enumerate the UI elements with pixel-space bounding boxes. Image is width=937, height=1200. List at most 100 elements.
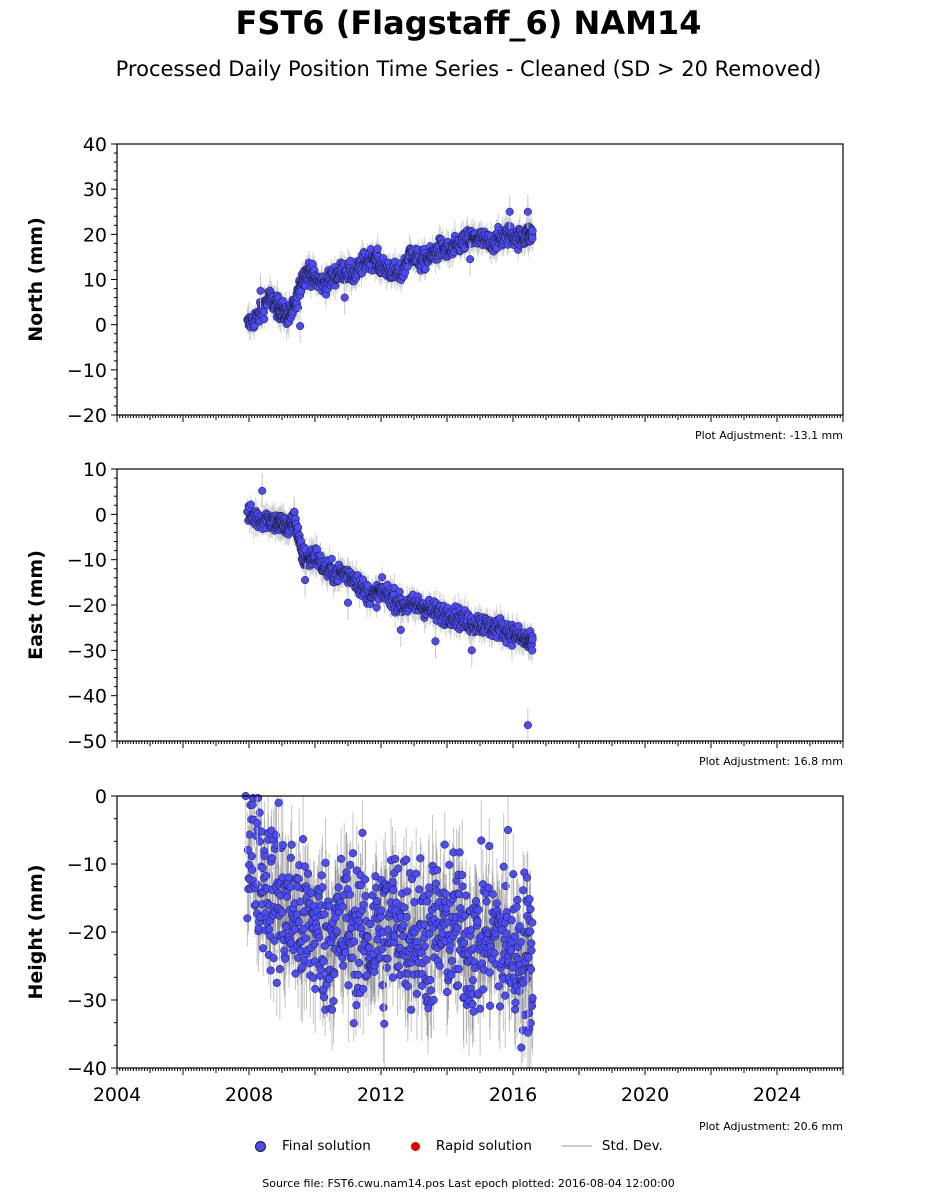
final-point bbox=[260, 315, 269, 324]
final-point bbox=[275, 965, 284, 974]
final-point bbox=[346, 256, 355, 265]
final-point bbox=[281, 954, 290, 963]
final-point bbox=[272, 978, 281, 987]
final-point bbox=[320, 941, 329, 950]
final-point bbox=[270, 936, 279, 945]
final-point bbox=[334, 883, 343, 892]
final-point bbox=[296, 321, 305, 331]
final-point bbox=[254, 924, 263, 933]
final-point bbox=[303, 869, 313, 878]
final-point bbox=[283, 892, 292, 901]
final-point bbox=[321, 858, 330, 867]
final-point bbox=[296, 897, 305, 906]
final-point bbox=[346, 860, 355, 869]
final-point bbox=[243, 914, 252, 923]
final-point bbox=[523, 721, 532, 730]
axes-frame bbox=[116, 143, 844, 416]
final-point bbox=[246, 500, 255, 509]
final-point bbox=[293, 523, 303, 532]
final-point bbox=[265, 925, 274, 934]
y-tick-label: −20 bbox=[67, 595, 107, 617]
final-point bbox=[378, 573, 387, 582]
final-point bbox=[252, 880, 261, 889]
final-point bbox=[325, 974, 334, 984]
final-point bbox=[528, 635, 537, 644]
y-tick-label: −40 bbox=[67, 686, 107, 708]
final-point bbox=[372, 603, 381, 612]
page-subtitle: Processed Daily Position Time Series - C… bbox=[115, 57, 822, 81]
y-tick-label: 40 bbox=[83, 134, 107, 156]
final-point bbox=[287, 840, 296, 849]
final-point bbox=[245, 830, 254, 839]
y-axis-label: North (mm) bbox=[25, 217, 47, 342]
final-point bbox=[528, 646, 537, 655]
final-point bbox=[260, 852, 269, 861]
final-point bbox=[266, 966, 275, 975]
final-point bbox=[299, 835, 308, 844]
final-point bbox=[310, 939, 319, 949]
final-point bbox=[253, 793, 263, 803]
final-point bbox=[262, 871, 271, 880]
final-point bbox=[395, 587, 404, 596]
final-point bbox=[317, 871, 326, 880]
final-point bbox=[331, 913, 340, 922]
axes-frame bbox=[116, 468, 844, 742]
final-point bbox=[528, 234, 537, 243]
final-point bbox=[318, 883, 327, 892]
final-point bbox=[255, 837, 265, 846]
y-tick-label: −20 bbox=[67, 405, 107, 427]
final-point bbox=[309, 973, 318, 982]
final-point bbox=[258, 486, 267, 495]
final-point bbox=[259, 944, 268, 953]
final-point bbox=[286, 883, 295, 892]
final-point bbox=[329, 997, 338, 1006]
final-point bbox=[327, 554, 336, 563]
final-point bbox=[269, 954, 278, 963]
final-point bbox=[300, 862, 310, 871]
final-point bbox=[319, 957, 328, 966]
final-point bbox=[514, 622, 523, 631]
final-point bbox=[330, 969, 339, 979]
final-point bbox=[348, 849, 358, 858]
y-tick-label: 10 bbox=[83, 270, 107, 292]
final-point bbox=[340, 293, 349, 302]
final-point bbox=[284, 873, 293, 882]
y-tick-label: 10 bbox=[83, 459, 107, 481]
y-tick-label: −50 bbox=[67, 731, 107, 753]
final-point bbox=[349, 1019, 358, 1028]
final-point bbox=[315, 933, 324, 942]
final-point bbox=[327, 1005, 337, 1014]
final-point bbox=[294, 917, 303, 926]
final-point bbox=[278, 908, 287, 917]
final-point bbox=[248, 865, 257, 874]
final-point bbox=[301, 576, 310, 585]
final-point bbox=[341, 948, 350, 957]
final-point bbox=[292, 910, 302, 919]
final-point bbox=[344, 981, 353, 990]
y-tick-label: −10 bbox=[67, 550, 107, 572]
final-point bbox=[286, 853, 295, 862]
final-point bbox=[505, 207, 514, 216]
final-point bbox=[320, 910, 329, 919]
final-point bbox=[291, 969, 300, 978]
final-point bbox=[311, 984, 320, 993]
y-tick-label: −30 bbox=[67, 640, 107, 662]
final-point bbox=[343, 598, 353, 607]
final-point bbox=[528, 226, 537, 235]
final-point bbox=[293, 303, 303, 312]
y-tick-label: 0 bbox=[95, 315, 107, 337]
final-point bbox=[345, 890, 354, 899]
y-axis-label: East (mm) bbox=[25, 550, 47, 660]
final-point bbox=[291, 924, 300, 934]
final-point bbox=[350, 937, 359, 946]
y-tick-label: 0 bbox=[95, 504, 107, 526]
final-point bbox=[337, 854, 346, 863]
final-point bbox=[467, 646, 476, 655]
final-point bbox=[466, 255, 475, 264]
final-point bbox=[255, 808, 264, 817]
final-point bbox=[316, 965, 325, 974]
final-point bbox=[332, 927, 342, 936]
final-point bbox=[282, 923, 291, 932]
final-point bbox=[301, 934, 310, 943]
final-point bbox=[294, 874, 303, 883]
